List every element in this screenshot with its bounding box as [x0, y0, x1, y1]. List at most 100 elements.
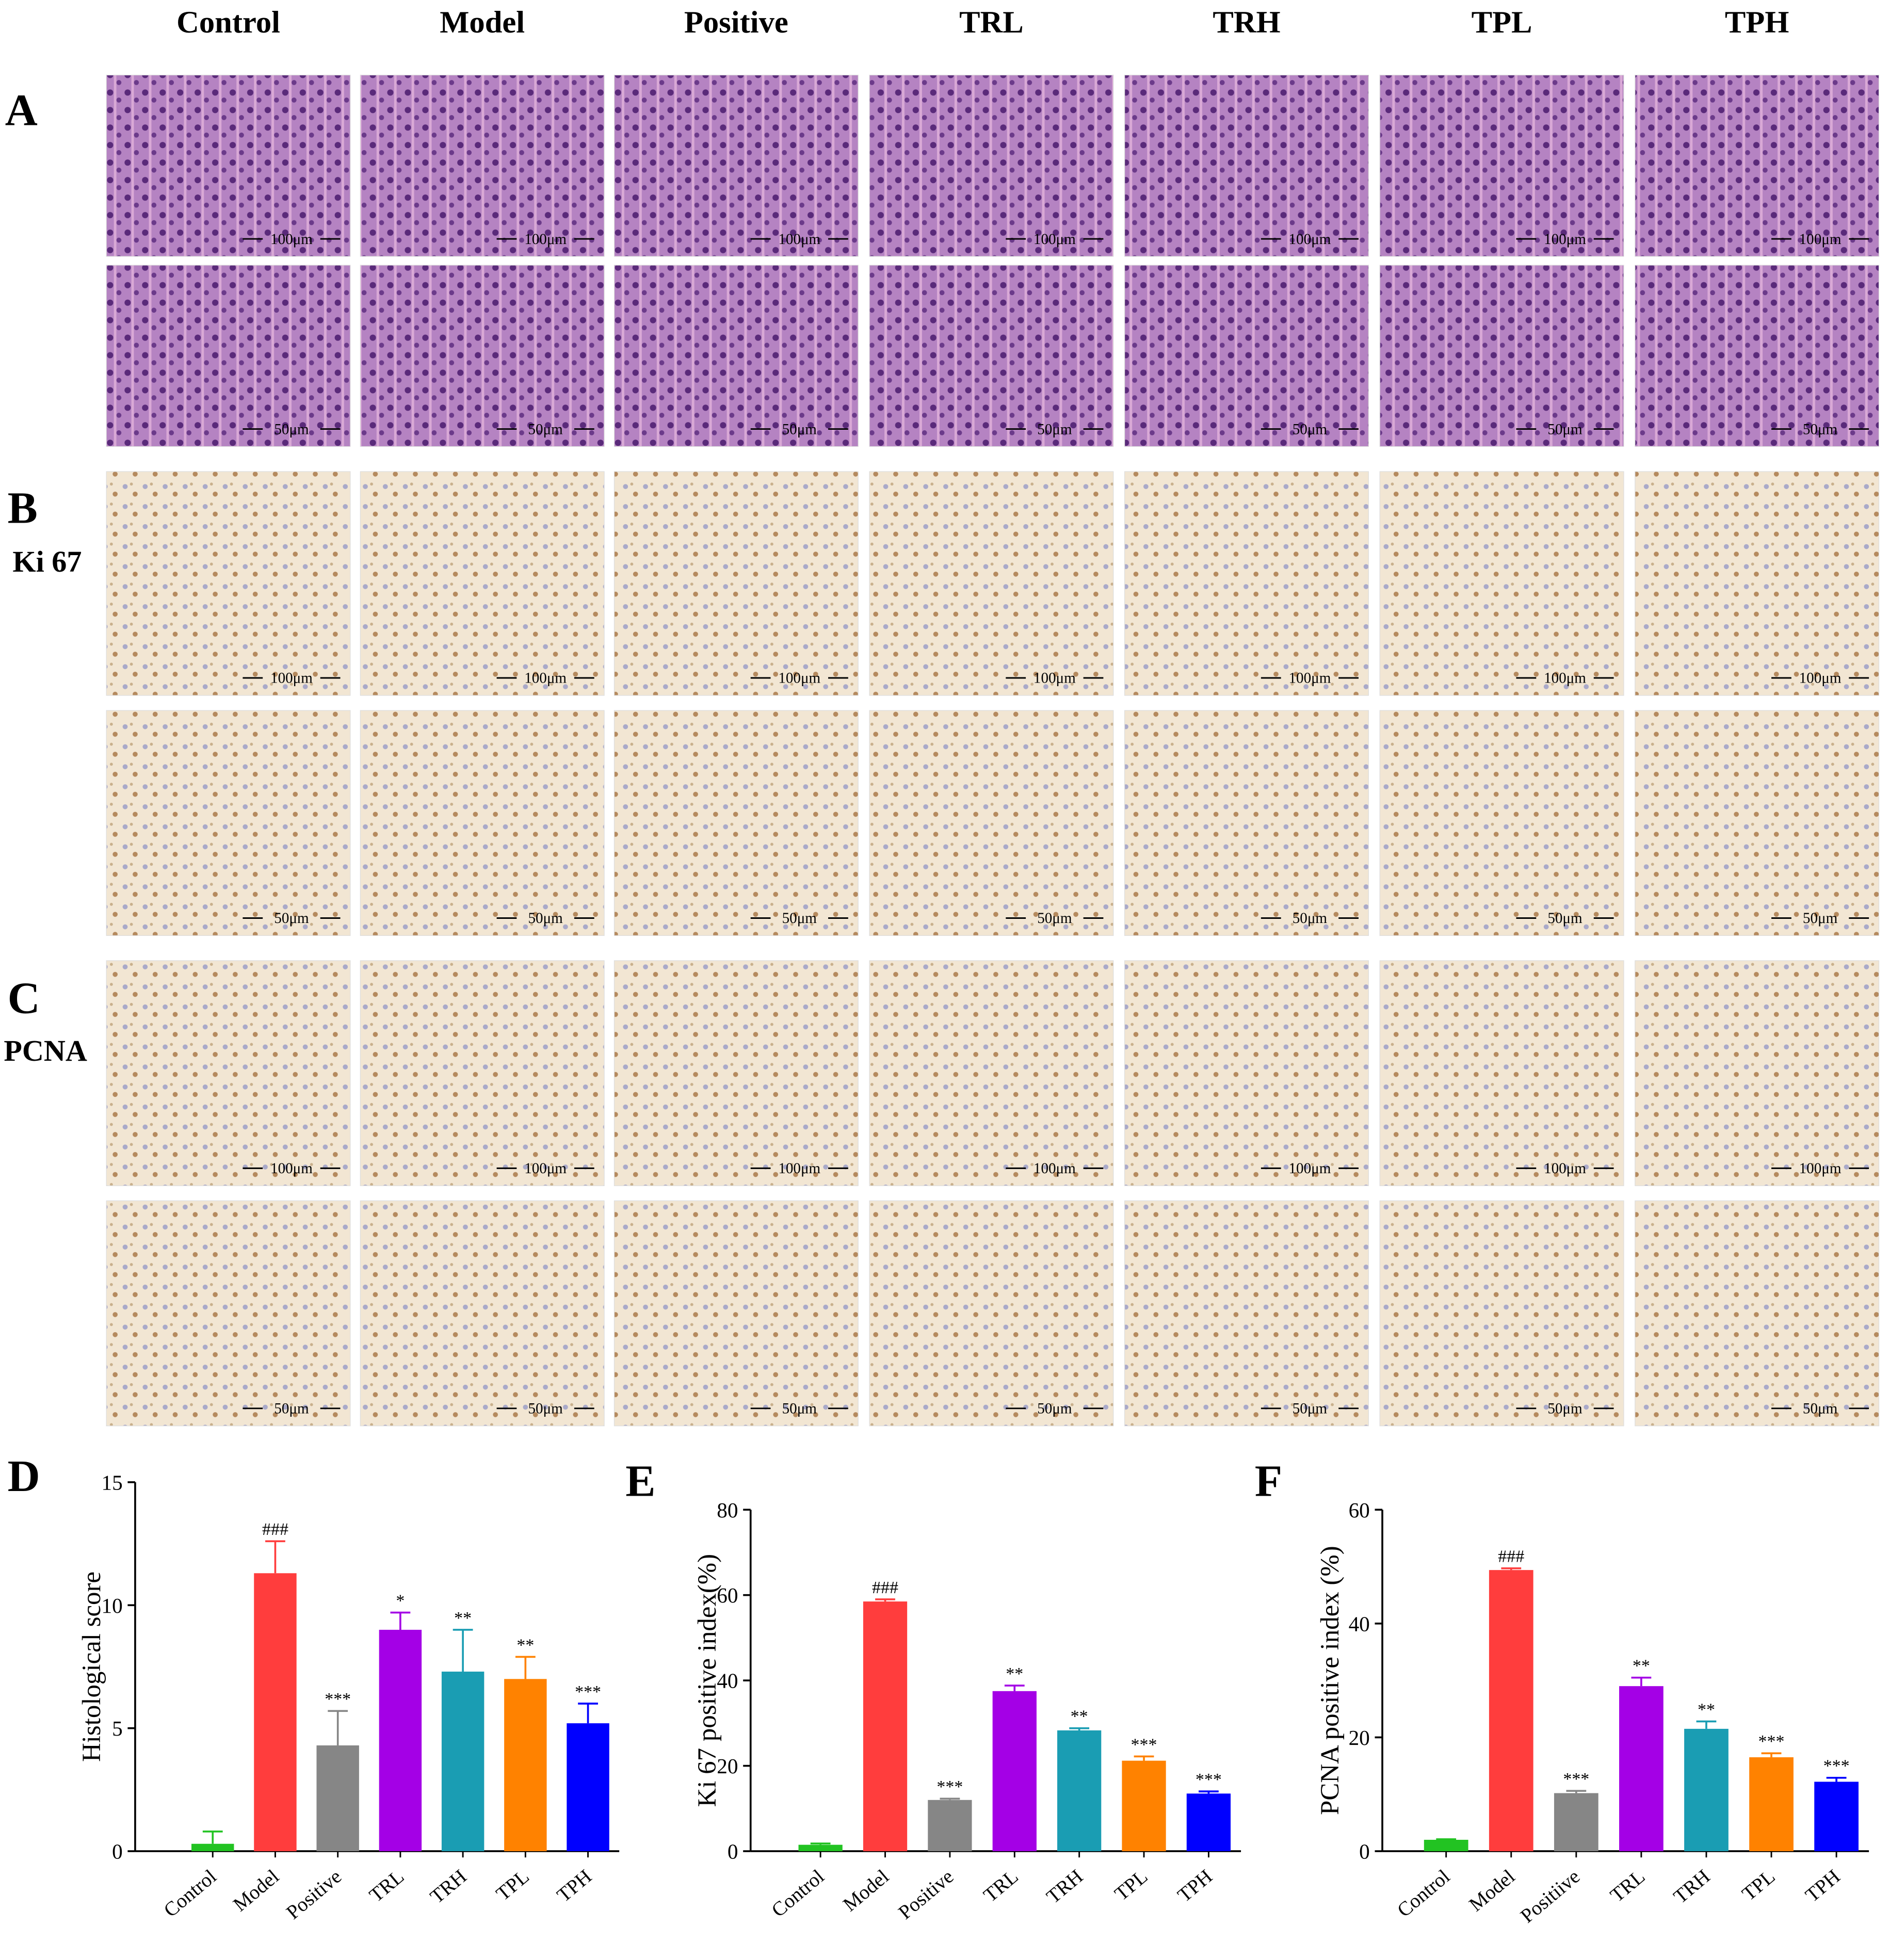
scale-label: 50μm: [782, 1401, 817, 1417]
bar: [1684, 1728, 1729, 1852]
significance: ***: [937, 1777, 963, 1796]
micrograph: [360, 471, 605, 696]
x-tick-label: TPL: [492, 1865, 533, 1905]
micrograph: [1635, 265, 1880, 447]
micrograph: [1124, 265, 1369, 447]
bar: [798, 1844, 843, 1852]
scale-label: 100μm: [1544, 1160, 1586, 1177]
micrograph: [869, 710, 1114, 936]
scale-label: 100μm: [1289, 1160, 1331, 1177]
significance: *: [396, 1591, 405, 1610]
panel-label: E: [625, 1456, 655, 1506]
significance: ###: [262, 1520, 288, 1539]
bar: [1057, 1730, 1102, 1852]
significance: **: [454, 1609, 472, 1628]
panel-label: F: [1255, 1456, 1282, 1506]
micrograph: [360, 960, 605, 1186]
scale-label: 100μm: [524, 1160, 567, 1177]
y-tick-label: 40: [1349, 1612, 1370, 1635]
error-bar: [1826, 1776, 1847, 1782]
micrograph: [1379, 471, 1624, 696]
error-bar: [1134, 1755, 1154, 1761]
error-bar: [328, 1710, 348, 1746]
bar: [1749, 1757, 1794, 1852]
error-bar: [390, 1611, 411, 1630]
scale-label: 50μm: [1547, 1401, 1583, 1417]
bar: [316, 1745, 359, 1852]
panel-label: B: [8, 482, 38, 532]
micrograph: [1124, 471, 1369, 696]
significance: ***: [1758, 1732, 1785, 1751]
significance: ###: [872, 1578, 898, 1597]
x-tick-label: Model: [229, 1865, 283, 1916]
error-bar: [1004, 1684, 1025, 1691]
scale-label: 50μm: [1037, 1401, 1072, 1417]
error-bar: [453, 1629, 473, 1672]
scale-label: 100μm: [778, 1160, 820, 1177]
error-bar: [1566, 1790, 1587, 1793]
x-tick-label: Positiive: [1516, 1865, 1585, 1927]
bar: [567, 1723, 609, 1852]
scale-label: 100μm: [1799, 1160, 1842, 1177]
micrograph: [613, 74, 859, 257]
scale-label: 50μm: [782, 910, 817, 927]
bar: [1554, 1793, 1599, 1852]
x-tick-label: TPL: [1738, 1865, 1779, 1905]
row-label: Ki 67: [12, 545, 82, 578]
bar: [379, 1629, 422, 1852]
scale-label: 50μm: [1803, 1401, 1838, 1417]
error-bar: [1198, 1790, 1219, 1794]
y-tick-label: 80: [717, 1498, 738, 1522]
scale-label: 100μm: [524, 670, 567, 687]
micrograph: [1379, 1200, 1624, 1427]
scale-label: 50μm: [1037, 421, 1072, 438]
x-tick-label: Model: [1465, 1865, 1519, 1916]
micrograph: [1124, 74, 1369, 257]
scale-label: 100μm: [778, 231, 820, 248]
x-tick-label: Control: [767, 1865, 828, 1921]
scale-label: 100μm: [1034, 670, 1076, 687]
micrograph: [106, 471, 351, 696]
y-tick-label: 20: [717, 1754, 738, 1778]
bar: [441, 1672, 485, 1852]
y-tick-label: 15: [101, 1470, 122, 1494]
error-bar: [1069, 1727, 1090, 1730]
column-header: TPH: [1725, 5, 1789, 40]
y-tick-label: 60: [1349, 1498, 1370, 1522]
significance: **: [1071, 1707, 1088, 1726]
scale-label: 50μm: [528, 910, 563, 927]
micrograph: [613, 265, 859, 447]
column-header: Model: [440, 5, 525, 40]
column-header: Control: [176, 5, 280, 40]
micrograph: [613, 710, 859, 936]
scale-label: 50μm: [1293, 1401, 1328, 1417]
y-axis-title: PCNA positive index (%): [1316, 1546, 1345, 1815]
significance: ***: [1131, 1735, 1157, 1754]
micrograph: [106, 1200, 351, 1427]
micrograph: [1379, 710, 1624, 936]
significance: **: [1633, 1657, 1650, 1676]
scale-label: 50μm: [1293, 910, 1328, 927]
column-header: TPL: [1472, 5, 1532, 40]
y-tick-label: 60: [717, 1583, 738, 1607]
significance: **: [516, 1635, 534, 1655]
row-label: PCNA: [4, 1034, 87, 1067]
error-bar: [875, 1598, 895, 1602]
micrograph: [613, 1200, 859, 1427]
micrograph: [360, 74, 605, 257]
bar: [1814, 1781, 1859, 1852]
column-header: TRH: [1213, 5, 1280, 40]
x-tick-label: TRL: [979, 1865, 1023, 1906]
micrograph: [1379, 74, 1624, 257]
micrograph: [106, 74, 351, 257]
y-tick-label: 0: [728, 1840, 738, 1864]
scale-label: 50μm: [274, 910, 309, 927]
micrograph: [1635, 960, 1880, 1186]
y-axis-title: Ki 67 positive index(%): [693, 1554, 722, 1807]
significance: ***: [1563, 1770, 1589, 1789]
scale-label: 50μm: [528, 1401, 563, 1417]
micrograph: [1124, 1200, 1369, 1427]
micrograph: [1379, 960, 1624, 1186]
scale-label: 50μm: [1293, 421, 1328, 438]
micrograph: [1379, 265, 1624, 447]
